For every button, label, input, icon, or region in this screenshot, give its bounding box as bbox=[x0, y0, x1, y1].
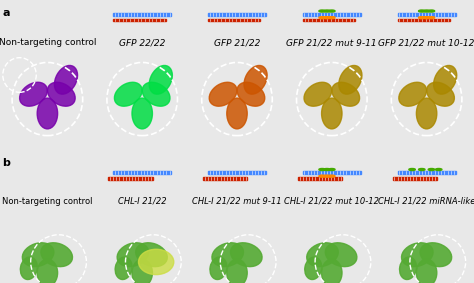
Ellipse shape bbox=[305, 257, 322, 280]
Bar bbox=[303, 19, 355, 21]
Circle shape bbox=[319, 175, 325, 177]
Circle shape bbox=[423, 17, 430, 19]
Bar bbox=[203, 177, 247, 180]
Ellipse shape bbox=[115, 257, 132, 280]
Bar bbox=[393, 177, 437, 180]
Ellipse shape bbox=[209, 82, 237, 106]
Circle shape bbox=[324, 10, 330, 12]
Ellipse shape bbox=[55, 65, 78, 94]
Ellipse shape bbox=[142, 82, 170, 106]
Bar bbox=[208, 171, 266, 174]
Ellipse shape bbox=[210, 257, 227, 280]
Ellipse shape bbox=[138, 249, 174, 275]
Bar bbox=[113, 171, 171, 174]
Ellipse shape bbox=[237, 82, 265, 106]
Ellipse shape bbox=[37, 98, 58, 129]
Ellipse shape bbox=[399, 82, 427, 106]
Text: a: a bbox=[2, 8, 10, 18]
Ellipse shape bbox=[321, 259, 342, 283]
Bar bbox=[113, 19, 165, 21]
Bar bbox=[298, 177, 342, 180]
Ellipse shape bbox=[41, 243, 73, 267]
Text: CHL-I 21/22 miRNA-like: CHL-I 21/22 miRNA-like bbox=[378, 197, 474, 206]
Bar bbox=[303, 171, 361, 174]
Ellipse shape bbox=[321, 98, 342, 129]
Bar bbox=[303, 12, 361, 16]
Ellipse shape bbox=[307, 243, 338, 267]
Ellipse shape bbox=[339, 65, 362, 94]
Circle shape bbox=[423, 10, 430, 12]
Bar bbox=[208, 19, 260, 21]
Ellipse shape bbox=[47, 82, 75, 106]
Circle shape bbox=[324, 175, 330, 177]
Circle shape bbox=[328, 175, 335, 177]
Bar bbox=[398, 19, 450, 21]
Ellipse shape bbox=[230, 243, 262, 267]
Ellipse shape bbox=[37, 259, 58, 283]
Ellipse shape bbox=[401, 243, 433, 267]
Circle shape bbox=[428, 10, 435, 12]
Ellipse shape bbox=[22, 243, 54, 267]
Ellipse shape bbox=[416, 259, 437, 283]
Text: Non-targeting control: Non-targeting control bbox=[0, 38, 96, 47]
Circle shape bbox=[428, 17, 435, 19]
Text: CHL-I 21/22: CHL-I 21/22 bbox=[118, 197, 166, 206]
Text: Non-targeting control: Non-targeting control bbox=[2, 197, 92, 206]
Circle shape bbox=[409, 168, 415, 171]
Ellipse shape bbox=[416, 98, 437, 129]
Ellipse shape bbox=[136, 243, 167, 267]
Text: b: b bbox=[2, 158, 10, 168]
Circle shape bbox=[328, 168, 335, 171]
Ellipse shape bbox=[132, 98, 153, 129]
Circle shape bbox=[328, 17, 335, 19]
Text: CHL-I 21/22 mut 9-11: CHL-I 21/22 mut 9-11 bbox=[192, 197, 282, 206]
Text: GFP 21/22 mut 9-11: GFP 21/22 mut 9-11 bbox=[286, 38, 377, 47]
Circle shape bbox=[324, 17, 330, 19]
Ellipse shape bbox=[227, 259, 247, 283]
Ellipse shape bbox=[400, 257, 417, 280]
Circle shape bbox=[419, 10, 425, 12]
Circle shape bbox=[319, 10, 325, 12]
Ellipse shape bbox=[212, 243, 244, 267]
Ellipse shape bbox=[117, 243, 149, 267]
Text: CHL-I 21/22 mut 10-12: CHL-I 21/22 mut 10-12 bbox=[284, 197, 379, 206]
Bar bbox=[113, 12, 171, 16]
Bar bbox=[208, 12, 266, 16]
Text: GFP 21/22: GFP 21/22 bbox=[214, 38, 260, 47]
Text: GFP 22/22: GFP 22/22 bbox=[119, 38, 165, 47]
Circle shape bbox=[419, 168, 425, 171]
Ellipse shape bbox=[434, 65, 457, 94]
Ellipse shape bbox=[304, 82, 332, 106]
Bar bbox=[398, 12, 456, 16]
Circle shape bbox=[419, 17, 425, 19]
Ellipse shape bbox=[132, 259, 153, 283]
Ellipse shape bbox=[332, 82, 360, 106]
Circle shape bbox=[319, 17, 325, 19]
Circle shape bbox=[436, 168, 442, 171]
Bar bbox=[109, 177, 153, 180]
Ellipse shape bbox=[114, 82, 142, 106]
Text: GFP 21/22 mut 10-12: GFP 21/22 mut 10-12 bbox=[378, 38, 474, 47]
Ellipse shape bbox=[427, 82, 455, 106]
Ellipse shape bbox=[244, 65, 267, 94]
Bar bbox=[398, 171, 456, 174]
Ellipse shape bbox=[19, 82, 47, 106]
Ellipse shape bbox=[20, 257, 37, 280]
Circle shape bbox=[319, 168, 325, 171]
Circle shape bbox=[428, 168, 435, 171]
Circle shape bbox=[328, 10, 335, 12]
Ellipse shape bbox=[325, 243, 357, 267]
Ellipse shape bbox=[420, 243, 452, 267]
Ellipse shape bbox=[149, 65, 173, 94]
Ellipse shape bbox=[227, 98, 247, 129]
Circle shape bbox=[324, 168, 330, 171]
